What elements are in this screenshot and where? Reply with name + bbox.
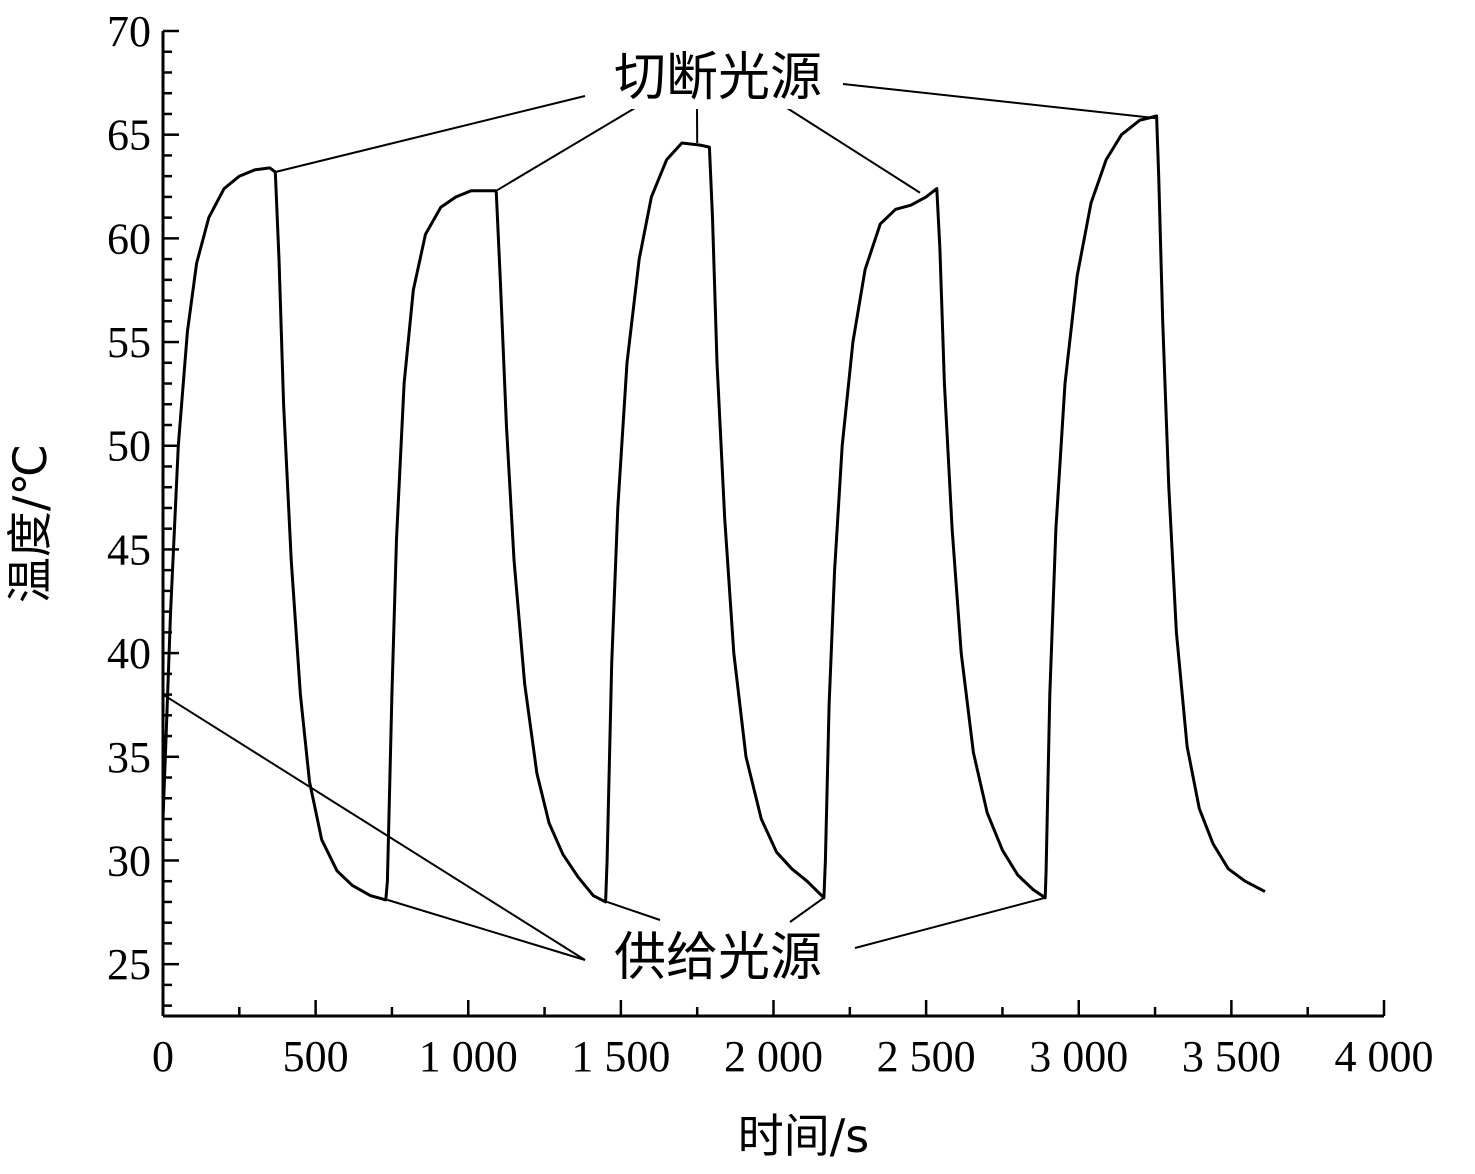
y-tick-label: 60	[107, 214, 151, 263]
annotation-leader-line	[387, 898, 586, 961]
y-tick-label: 40	[107, 629, 151, 678]
annotation-label: 供给光源	[614, 928, 822, 988]
y-ticks: 25 30 35 40 45 50 55 60 65 70	[107, 7, 179, 1007]
x-tick-label: 1 000	[419, 1032, 518, 1081]
annotation-label-background	[606, 927, 830, 989]
annotation-leader-line	[842, 83, 1156, 120]
x-tick-label: 0	[152, 1032, 174, 1081]
y-tick-label: 35	[107, 733, 151, 782]
annotation-leader-line	[789, 896, 825, 923]
x-tick-label: 3 500	[1182, 1032, 1281, 1081]
annotation-label: 切断光源	[614, 48, 822, 108]
annotation-leader-line	[606, 901, 661, 921]
annotation-label-background	[606, 47, 830, 109]
y-tick-label: 55	[107, 318, 151, 367]
x-tick-label: 500	[283, 1032, 349, 1081]
y-tick-label: 45	[107, 525, 151, 574]
annotation-leader-line	[854, 896, 1046, 949]
x-tick-label: 3 000	[1029, 1032, 1128, 1081]
y-tick-label: 65	[107, 111, 151, 160]
x-tick-label: 2 000	[724, 1032, 823, 1081]
x-tick-label: 2 500	[877, 1032, 976, 1081]
annotation-leader-line	[162, 693, 586, 961]
annotation-leader-line	[495, 107, 636, 192]
x-tick-label: 4 000	[1335, 1032, 1434, 1081]
x-tick-label: 1 500	[571, 1032, 670, 1081]
y-tick-label: 25	[107, 940, 151, 989]
annotation-leader-line	[786, 107, 921, 194]
annotation-leader-line	[275, 95, 586, 173]
x-ticks: 0 500 1 000 1 500 2 000 2 500 3 000 3 500 4 000	[152, 1000, 1434, 1081]
series-line	[161, 114, 1266, 904]
x-axis-title: 时间/s	[738, 1109, 869, 1163]
series-layer	[161, 114, 1266, 904]
y-tick-label: 30	[107, 836, 151, 885]
y-axis-title: 温度/℃	[3, 444, 57, 603]
axes: 0 500 1 000 1 500 2 000 2 500 3 000 3 500 4 000 …	[107, 7, 1434, 1081]
y-tick-label: 70	[107, 7, 151, 56]
y-tick-label: 50	[107, 422, 151, 471]
